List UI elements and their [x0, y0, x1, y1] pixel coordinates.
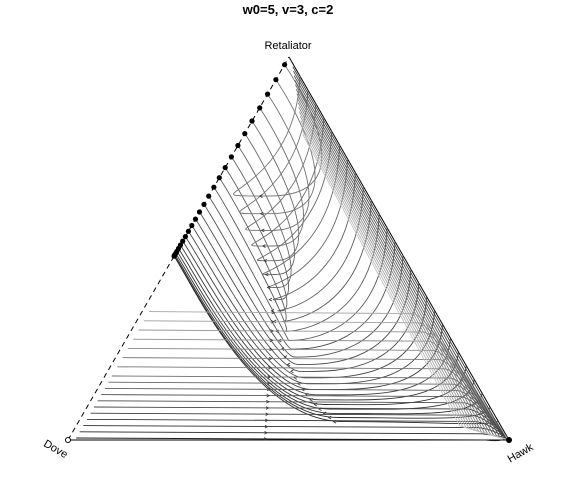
trajectory-curve-20 [244, 133, 341, 275]
arrow-head-4 [313, 402, 318, 407]
trajectory-curve-5 [178, 248, 459, 401]
arrow-head-12 [283, 355, 288, 359]
trajectory-endpoint-20 [242, 131, 248, 137]
arrow-head-b2 [264, 424, 269, 429]
right-edge-flow-2 [293, 75, 510, 441]
arrow-head-b9 [267, 381, 271, 385]
trajectory-endpoint-12 [196, 209, 203, 215]
trajectory-curve-25 [233, 64, 323, 197]
hawk-stable-point [506, 437, 512, 443]
right-edge-flow-12 [300, 120, 510, 441]
arrow-head-10 [289, 369, 294, 374]
trajectory-endpoint-11 [192, 216, 199, 222]
arrow-head-22 [261, 244, 266, 248]
trajectory-endpoint-7 [180, 238, 186, 244]
trajectory-curve-17 [224, 167, 364, 312]
arrow-head-1 [327, 415, 332, 420]
trajectory-endpoint-16 [216, 175, 222, 181]
hawk-flow-line-3 [86, 418, 508, 439]
trajectory-endpoint-23 [265, 91, 271, 97]
trajectory-endpoint-6 [177, 242, 183, 248]
trajectory-curve-24 [239, 79, 316, 215]
right-edge-flow-15 [302, 133, 510, 441]
arrow-head-24 [259, 211, 264, 216]
trajectory-endpoint-13 [201, 201, 207, 207]
arrow-head-5 [309, 397, 313, 402]
trajectory-curve-22 [251, 107, 325, 247]
arrow-head-b4 [265, 412, 270, 416]
trajectory-curve-6 [180, 244, 451, 396]
arrow-head-b11 [268, 366, 272, 370]
trajectory-endpoint-17 [222, 165, 228, 171]
trajectory-endpoint-18 [228, 154, 234, 160]
arrow-head-b7 [266, 393, 271, 398]
arrow-head-b12 [268, 356, 273, 361]
trajectory-curve-9 [188, 231, 428, 379]
trajectory-curve-18 [231, 156, 356, 301]
arrow-head-11 [286, 362, 291, 367]
arrow-head-b1 [264, 431, 268, 435]
arrow-head-b0 [263, 437, 268, 441]
trajectory-curve-2 [174, 254, 483, 415]
arrow-head-20 [264, 272, 269, 277]
endpoint-markers [171, 62, 288, 259]
trajectory-curve-21 [251, 120, 333, 262]
vertex-label-retaliator: Retaliator [264, 40, 311, 52]
dove-open-point [65, 437, 71, 443]
trajectory-group [76, 64, 510, 442]
arrow-head-b3 [265, 418, 269, 423]
arrow-head-23 [260, 228, 265, 233]
arrow-head-18 [268, 297, 273, 302]
trajectory-curve-23 [245, 93, 317, 231]
trajectory-endpoint-15 [211, 184, 217, 190]
trajectory-endpoint-9 [185, 228, 191, 234]
arrow-head-b17 [271, 310, 276, 315]
trajectory-endpoint-25 [282, 62, 288, 68]
edge-dove-retaliator [67, 56, 290, 441]
arrow-head-b14 [269, 338, 274, 342]
arrow-head-25 [258, 194, 263, 198]
arrow-head-19 [266, 285, 271, 290]
trajectory-curve-10 [191, 225, 420, 372]
trajectory-endpoint-22 [257, 105, 263, 111]
trajectory-endpoint-19 [235, 142, 241, 149]
trajectory-curve-19 [237, 145, 348, 288]
chart-title: w0=5, v=3, c=2 [242, 2, 334, 17]
edge-retaliator-hawk [288, 56, 510, 441]
trajectory-endpoint-8 [182, 234, 188, 240]
arrow-head-b8 [266, 387, 271, 392]
arrow-head-b5 [265, 406, 270, 410]
trajectory-endpoint-10 [189, 222, 195, 229]
trajectory-curve-12 [199, 211, 404, 358]
arrow-head-b16 [270, 320, 275, 324]
trajectory-endpoint-21 [249, 118, 255, 124]
trajectory-endpoint-24 [273, 77, 279, 83]
arrow-head-b13 [269, 347, 273, 352]
trajectory-curve-11 [195, 218, 412, 365]
trajectory-endpoint-14 [206, 193, 212, 199]
hawk-flow-line-1 [79, 431, 508, 439]
arrow-head-b10 [267, 375, 272, 379]
trajectory-curve-1 [173, 255, 491, 419]
arrow-head-21 [263, 258, 267, 263]
arrow-head-b15 [270, 329, 274, 333]
arrow-head-b6 [266, 400, 270, 404]
arrow-head-8 [297, 382, 301, 386]
trajectory-curve-4 [176, 251, 467, 406]
vertex-label-hawk: Hawk [506, 441, 536, 465]
